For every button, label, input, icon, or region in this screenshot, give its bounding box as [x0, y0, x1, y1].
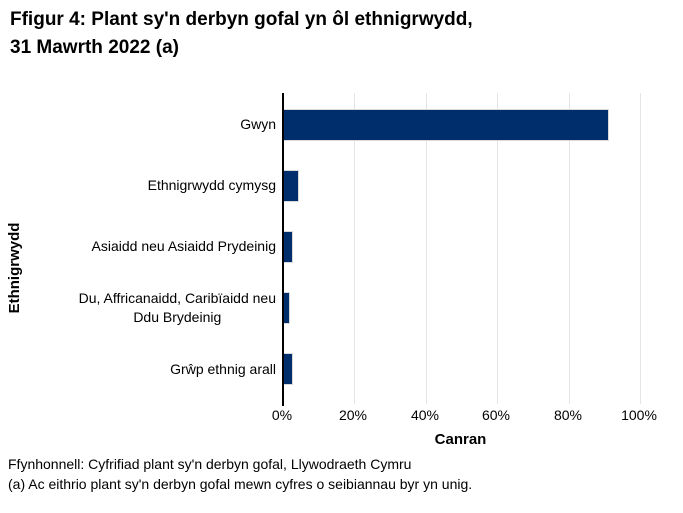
category-label-0: Gwyn — [0, 93, 276, 155]
x-tick-label-60: 60% — [481, 407, 511, 423]
zero-tick-mark — [282, 399, 284, 406]
x-axis-title: Canran — [434, 431, 487, 448]
category-label-text: Du, Affricanaidd, Caribïaidd neu Ddu Bry… — [78, 290, 276, 325]
bar-1 — [284, 170, 299, 202]
category-label-text: Ethnigrwydd cymysg — [147, 176, 276, 193]
x-tick-label-100: 100% — [621, 407, 657, 423]
x-tick-label-40: 40% — [410, 407, 440, 423]
category-label-4: Grŵp ethnig arall — [0, 338, 276, 400]
category-label-1: Ethnigrwydd cymysg — [0, 154, 276, 216]
category-label-text: Asiaidd neu Asiaidd Prydeinig — [91, 237, 276, 254]
gridline-60 — [497, 93, 498, 404]
x-tick-label-20: 20% — [338, 407, 368, 423]
bar-4 — [284, 353, 293, 385]
bar-0 — [284, 109, 609, 141]
figure-title-line2: 31 Mawrth 2022 (a) — [10, 37, 179, 58]
bar-2 — [284, 231, 293, 263]
x-tick-label-0: 0% — [271, 407, 293, 423]
footnote-a: (a) Ac eithrio plant sy'n derbyn gofal m… — [8, 476, 473, 492]
category-labels: Gwyn Ethnigrwydd cymysg Asiaidd neu Asiaid… — [0, 93, 276, 399]
gridline-40 — [426, 93, 427, 404]
x-tick-label-80: 80% — [553, 407, 583, 423]
figure-title: Ffigur 4: Plant sy'n derbyn gofal yn ôl … — [10, 6, 473, 62]
source-note: Ffynhonnell: Cyfrifiad plant sy'n derbyn… — [8, 456, 412, 472]
category-label-3: Du, Affricanaidd, Caribïaidd neu Ddu Bry… — [0, 277, 276, 339]
figure-title-line1: Ffigur 4: Plant sy'n derbyn gofal yn ôl … — [10, 9, 473, 30]
gridline-100 — [640, 93, 641, 404]
gridline-80 — [569, 93, 570, 404]
plot-area — [282, 93, 641, 406]
bar-3 — [284, 292, 290, 324]
x-axis-tick-labels: 0% 20% 40% 60% 80% 100% — [272, 407, 657, 424]
category-label-text: Grŵp ethnig arall — [170, 360, 276, 377]
category-label-2: Asiaidd neu Asiaidd Prydeinig — [0, 215, 276, 277]
category-label-text: Gwyn — [240, 115, 276, 132]
gridline-20 — [354, 93, 355, 404]
